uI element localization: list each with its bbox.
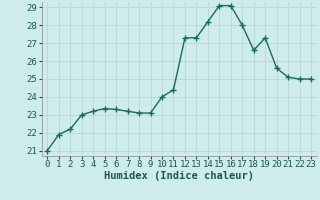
X-axis label: Humidex (Indice chaleur): Humidex (Indice chaleur): [104, 171, 254, 181]
